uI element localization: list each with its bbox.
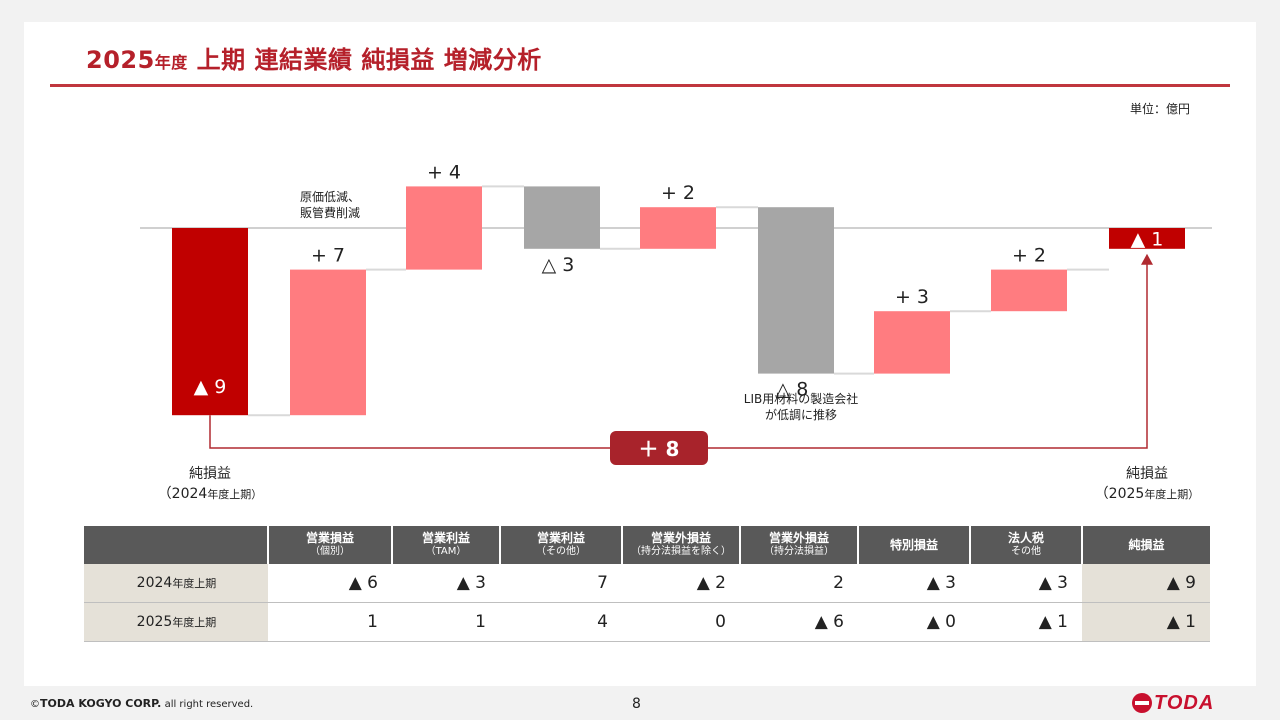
table-cell: 1 (392, 602, 500, 642)
column-header-sub: （個別） (310, 546, 350, 557)
column-header-main: 営業利益 (421, 531, 470, 545)
bar-2 (290, 269, 366, 416)
change-arrow-icon (1141, 253, 1153, 265)
column-header-5: 営業外損益 （持分法損益） (740, 526, 859, 564)
column-header-sub: （TAM） (425, 546, 467, 557)
unit-label: 単位：億円 (1130, 102, 1191, 116)
row-label: 2024年度上期 (84, 564, 268, 603)
table-cell: ▲ 1 (970, 602, 1082, 642)
table-body: 2024年度上期 ▲ 6 ▲ 3 7 ▲ 2 2 ▲ 3 ▲ 3 ▲ 9 2025年度上期 1 1 4 0… (84, 564, 1210, 642)
table-cell: ▲ 6 (268, 564, 392, 603)
column-header-2: 営業利益 （TAM） (392, 526, 501, 564)
data-label-7: + 3 (895, 286, 929, 308)
toda-logo-text: TODA (1154, 691, 1215, 714)
annotation-cost-line-1: 原価低減、 (300, 189, 360, 204)
data-label-1: ▲ 9 (194, 376, 227, 398)
table-cell: 0 (622, 602, 740, 642)
column-header-4: 営業外損益 （持分法損益を除く） (622, 526, 741, 564)
table-cell: 4 (500, 602, 622, 642)
waterfall-chart: ▲ 9 + 7 + 4 △ 3 + 2 △ 8 + 3 + 2 ▲ 1 原価低減、販管費削減 LIB… (140, 161, 1212, 502)
toda-logo: TODA (1132, 691, 1214, 715)
column-header-main: 営業外損益 (768, 531, 829, 545)
table-cell: ▲ 6 (740, 602, 858, 642)
row-label-suffix: 年度上期 (172, 616, 217, 629)
column-header-3: 営業利益 （その他） (500, 526, 623, 564)
bar-7 (874, 311, 950, 374)
summary-table: 営業損益 （個別） 営業利益 （TAM） 営業利益 （その他） 営業外損益 （持分法損益を除く… (84, 526, 1210, 642)
bar-4 (524, 186, 600, 249)
column-header-6: 特別損益 (858, 526, 971, 564)
title-year-suffix: 年度 (154, 53, 188, 72)
table-cell: 1 (268, 602, 392, 642)
table-corner (84, 526, 269, 564)
column-header-8: 純損益 (1082, 526, 1210, 564)
start-label: 純損益 (189, 466, 231, 482)
bar-5 (640, 207, 716, 249)
data-label-4: △ 3 (542, 254, 575, 276)
table-header-row: 営業損益 （個別） 営業利益 （TAM） 営業利益 （その他） 営業外損益 （持分法損益を除く… (84, 526, 1210, 564)
copyright: ©TODA KOGYO CORP. all right reserved. (30, 697, 253, 710)
row-label-year: 2024 (136, 575, 173, 591)
annotation-lib-line-1: LIB用材料の製造会社 (744, 391, 858, 406)
column-header-main: 特別損益 (889, 537, 938, 552)
data-label-9: ▲ 1 (1131, 228, 1164, 250)
table-cell: 7 (500, 564, 622, 603)
table-cell: ▲ 3 (858, 564, 970, 603)
table-cell: ▲ 3 (392, 564, 500, 603)
column-header-sub: （持分法損益を除く） (631, 546, 731, 557)
bar-1 (172, 228, 248, 416)
table-cell: ▲ 2 (622, 564, 740, 603)
copyright-brand: TODA KOGYO CORP. (40, 697, 162, 710)
row-label-suffix: 年度上期 (172, 577, 217, 590)
bar-9 (1109, 228, 1185, 249)
table-row: 2024年度上期 ▲ 6 ▲ 3 7 ▲ 2 2 ▲ 3 ▲ 3 ▲ 9 (84, 564, 1210, 603)
title-year: 2025 (86, 46, 155, 74)
column-header-main: 営業外損益 (650, 531, 711, 545)
annotation-lib-line-2: が低調に推移 (765, 407, 837, 422)
table-cell: ▲ 0 (858, 602, 970, 642)
page-title: 2025年度 上期 連結業績 純損益 増減分析 (86, 40, 542, 75)
row-label: 2025年度上期 (84, 602, 268, 642)
column-header-main: 営業損益 (305, 531, 354, 545)
copyright-suffix: all right reserved. (164, 699, 254, 710)
data-label-3: + 4 (427, 161, 461, 183)
bar-6 (758, 207, 834, 374)
table-cell: ▲ 9 (1082, 564, 1210, 603)
column-header-sub: （その他） (536, 546, 586, 557)
toda-logo-icon (1132, 693, 1152, 713)
column-header-7: 法人税 その他 (970, 526, 1083, 564)
bar-3 (406, 186, 482, 270)
table-cell: ▲ 1 (1082, 602, 1210, 642)
title-rest: 上期 連結業績 純損益 増減分析 (196, 46, 542, 74)
column-header-sub: その他 (1011, 546, 1041, 557)
table-row: 2025年度上期 1 1 4 0 ▲ 6 ▲ 0 ▲ 1 ▲ 1 (84, 602, 1210, 642)
data-label-5: + 2 (661, 182, 695, 204)
page-number: 8 (632, 696, 641, 712)
row-label-year: 2025 (136, 614, 173, 630)
data-label-8: + 2 (1012, 245, 1046, 267)
bar-8 (991, 269, 1067, 312)
copyright-symbol: © (30, 699, 40, 710)
change-badge (610, 431, 708, 465)
column-header-main: 法人税 (1007, 531, 1044, 545)
end-sub-label: （2025年度上期） (1095, 486, 1200, 502)
column-header-main: 純損益 (1128, 537, 1165, 552)
end-label: 純損益 (1126, 466, 1168, 482)
column-header-1: 営業損益 （個別） (268, 526, 393, 564)
title-rule (50, 84, 1230, 87)
start-sub-label: （2024年度上期） (158, 486, 263, 502)
annotation-cost-line-2: 販管費削減 (300, 205, 360, 220)
data-label-2: + 7 (311, 245, 345, 267)
data-label-6: △ 8 (776, 379, 809, 401)
table-cell: 2 (740, 564, 858, 603)
column-header-main: 営業利益 (536, 531, 585, 545)
change-badge-label: ＋ 8 (639, 437, 680, 461)
column-header-sub: （持分法損益） (764, 546, 834, 557)
table-cell: ▲ 3 (970, 564, 1082, 603)
